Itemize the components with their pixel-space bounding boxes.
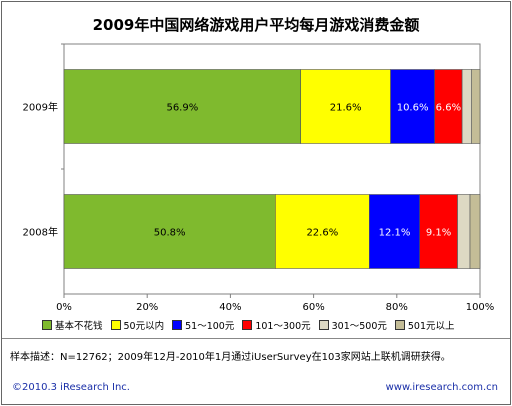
bar-segment bbox=[63, 194, 276, 269]
legend-swatch bbox=[242, 320, 253, 330]
divider bbox=[2, 338, 510, 339]
legend-item: 51～100元 bbox=[172, 318, 234, 332]
legend-item: 301～500元 bbox=[318, 318, 387, 332]
legend-swatch bbox=[394, 320, 405, 330]
legend-swatch bbox=[318, 320, 329, 330]
legend-item: 基本不花钱 bbox=[42, 318, 103, 332]
legend-label: 501元以上 bbox=[407, 321, 455, 332]
x-tick-label: 40% bbox=[219, 302, 241, 312]
category-label: 2009年 bbox=[23, 101, 58, 114]
data-label: 9.1% bbox=[426, 228, 451, 239]
data-label: 10.6% bbox=[397, 103, 429, 114]
legend-item: 50元以内 bbox=[110, 318, 165, 332]
bar-segment bbox=[471, 69, 481, 144]
bar-segment bbox=[434, 69, 463, 144]
category-label: 2008年 bbox=[23, 226, 58, 239]
data-label: 22.6% bbox=[306, 228, 338, 239]
legend-item: 101～300元 bbox=[242, 318, 311, 332]
bar-segment bbox=[275, 194, 370, 269]
legend-label: 301～500元 bbox=[331, 321, 387, 332]
data-label: 50.8% bbox=[154, 228, 186, 239]
x-tick-label: 100% bbox=[466, 302, 495, 312]
bar-segment bbox=[469, 194, 481, 269]
legend-label: 50元以内 bbox=[123, 321, 165, 332]
sample-note: 样本描述：N=12762；2009年12月-2010年1月通过iUserSurv… bbox=[10, 352, 451, 363]
legend-swatch bbox=[42, 320, 52, 330]
data-label: 6.6% bbox=[436, 103, 461, 114]
legend-swatch bbox=[172, 320, 183, 330]
bar-segment bbox=[457, 194, 471, 269]
bar-segment bbox=[63, 69, 302, 144]
x-tick-label: 20% bbox=[136, 302, 158, 312]
x-tick-label: 60% bbox=[302, 302, 324, 312]
data-label: 12.1% bbox=[379, 228, 411, 239]
stacked-bar-chart: 56.9% 21.6% 10.6% 6.6% 2009年 50.8% 22.6% 12.1% 9… bbox=[23, 43, 495, 312]
x-tick-label: 0% bbox=[56, 302, 72, 312]
data-label: 21.6% bbox=[330, 103, 362, 114]
legend-swatch bbox=[110, 320, 121, 330]
chart-title: 2009年中国网络游戏用户平均每月游戏消费金额 bbox=[92, 16, 420, 34]
legend-label: 51～100元 bbox=[185, 321, 235, 332]
legend-item: 501元以上 bbox=[394, 318, 455, 332]
copyright: ©2010.3 iResearch Inc. bbox=[12, 382, 130, 393]
legend: 基本不花钱 50元以内 51～100元 101～300元 301～500元 501元以上 bbox=[42, 318, 459, 332]
website-link[interactable]: www.iresearch.com.cn bbox=[385, 382, 498, 393]
x-tick-label: 80% bbox=[386, 302, 408, 312]
legend-label: 101～300元 bbox=[255, 321, 311, 332]
bar-segment bbox=[461, 69, 472, 144]
legend-label: 基本不花钱 bbox=[55, 321, 103, 332]
data-label: 56.9% bbox=[166, 103, 198, 114]
